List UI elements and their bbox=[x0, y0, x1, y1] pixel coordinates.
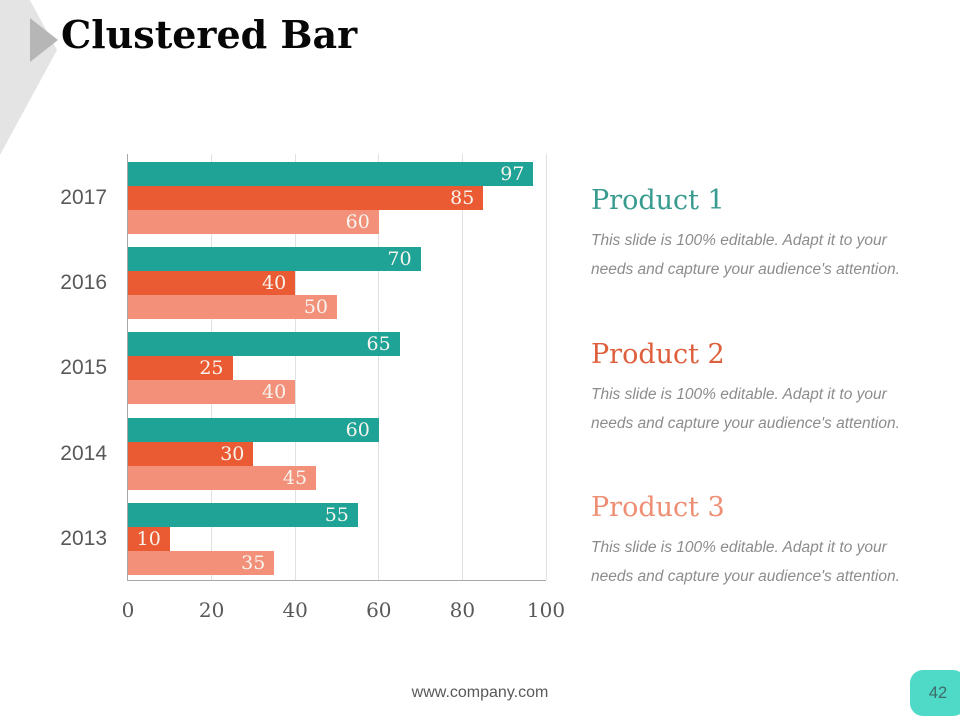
product-title: Product 1 bbox=[591, 185, 725, 216]
title-arrow-large-icon bbox=[0, 0, 57, 155]
category-label: 2014 bbox=[60, 441, 107, 465]
bar-product-3-2016: 50 bbox=[128, 295, 337, 320]
legend-product-1: Product 1 This slide is 100% editable. A… bbox=[591, 184, 943, 284]
bar-product-1-2017: 97 bbox=[128, 162, 534, 186]
bar-value-label: 60 bbox=[345, 418, 370, 441]
gridline bbox=[378, 154, 380, 580]
product-description: This slide is 100% editable. Adapt it to… bbox=[591, 534, 943, 591]
gridline bbox=[461, 154, 463, 580]
bar-value-label: 40 bbox=[262, 381, 287, 404]
category-label: 2013 bbox=[60, 526, 107, 550]
legend-product-2: Product 2 This slide is 100% editable. A… bbox=[591, 338, 943, 438]
product-title: Product 2 bbox=[591, 339, 725, 370]
bar-product-1-2015: 65 bbox=[128, 332, 400, 357]
bar-value-label: 70 bbox=[387, 248, 412, 271]
bar-product-3-2013: 35 bbox=[128, 550, 275, 575]
legend-product-3: Product 3 This slide is 100% editable. A… bbox=[591, 491, 943, 591]
product-description-line: needs and capture your audience's attent… bbox=[591, 260, 900, 278]
bar-value-label: 97 bbox=[500, 163, 525, 185]
page-number: 42 bbox=[928, 683, 948, 702]
footer-url: www.company.com bbox=[411, 684, 549, 701]
bar-product-3-2015: 40 bbox=[128, 380, 296, 405]
bar-product-1-2014: 60 bbox=[128, 417, 379, 442]
page-number-badge: 42 bbox=[910, 670, 960, 716]
bar-product-2-2013: 10 bbox=[128, 526, 170, 551]
x-tick-label: 40 bbox=[282, 598, 308, 622]
bar-value-label: 45 bbox=[282, 466, 308, 489]
slide-title: Clustered Bar bbox=[61, 12, 358, 57]
product-description-line: needs and capture your audience's attent… bbox=[591, 414, 900, 432]
bar-product-2-2016: 40 bbox=[128, 271, 296, 296]
x-tick-label: 80 bbox=[449, 598, 476, 622]
product-title: Product 3 bbox=[591, 492, 725, 523]
bar-value-label: 40 bbox=[262, 272, 287, 295]
category-label: 2017 bbox=[60, 186, 107, 209]
bar-value-label: 50 bbox=[303, 296, 328, 319]
x-tick-label: 60 bbox=[366, 598, 392, 622]
bar-product-1-2013: 55 bbox=[128, 502, 358, 527]
product-description: This slide is 100% editable. Adapt it to… bbox=[591, 227, 943, 284]
bar-product-3-2017: 60 bbox=[128, 210, 379, 234]
bar-product-1-2016: 70 bbox=[128, 247, 421, 272]
product-description: This slide is 100% editable. Adapt it to… bbox=[591, 381, 943, 438]
bar-value-label: 25 bbox=[199, 357, 224, 380]
product-description-line: needs and capture your audience's attent… bbox=[591, 567, 900, 585]
bar-product-2-2015: 25 bbox=[128, 356, 233, 381]
bar-product-2-2014: 30 bbox=[128, 441, 254, 466]
x-tick-label: 100 bbox=[526, 598, 566, 622]
category-label: 2015 bbox=[60, 356, 107, 380]
bar-value-label: 10 bbox=[136, 527, 161, 550]
bar-value-label: 35 bbox=[241, 551, 266, 574]
bar-value-label: 30 bbox=[220, 442, 245, 465]
x-tick-label: 20 bbox=[198, 598, 225, 622]
x-tick-label: 0 bbox=[121, 598, 135, 622]
bar-value-label: 85 bbox=[450, 187, 475, 209]
bar-product-2-2017: 85 bbox=[128, 186, 484, 210]
product-description-line: This slide is 100% editable. Adapt it to… bbox=[591, 386, 887, 403]
gridline bbox=[294, 154, 296, 580]
bar-value-label: 60 bbox=[345, 211, 370, 233]
bar-chart: 2017 97 85 60 2016 70 40 50 2015 65 25 40 2014 60 30 45… bbox=[60, 154, 565, 622]
gridline bbox=[545, 154, 547, 580]
product-description-line: This slide is 100% editable. Adapt it to… bbox=[591, 232, 887, 249]
product-description-line: This slide is 100% editable. Adapt it to… bbox=[591, 539, 887, 556]
bar-value-label: 55 bbox=[324, 503, 349, 526]
bar-product-3-2014: 45 bbox=[128, 465, 317, 490]
category-label: 2016 bbox=[60, 271, 107, 295]
bar-value-label: 65 bbox=[366, 333, 391, 356]
